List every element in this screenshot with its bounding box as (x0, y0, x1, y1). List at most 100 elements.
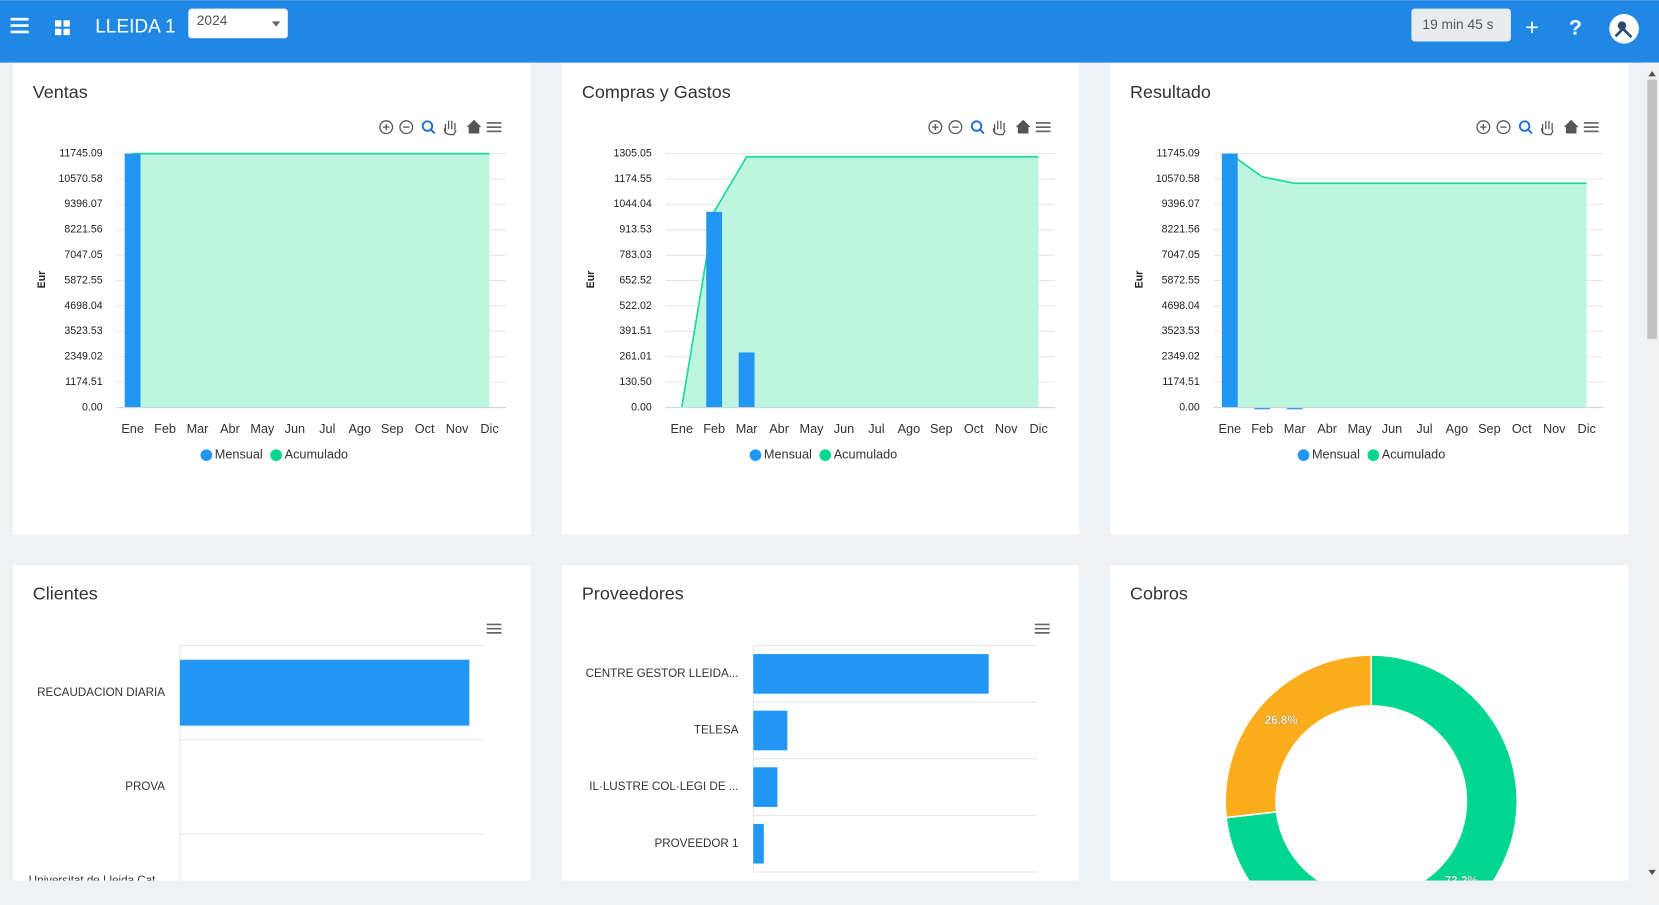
bar (1221, 153, 1238, 408)
reset[interactable] (1563, 119, 1579, 134)
legend-item[interactable]: Acumulado (1367, 448, 1446, 462)
x-tick-label: Mar (187, 422, 210, 436)
pan[interactable] (1540, 120, 1554, 136)
x-tick-label: Mar (736, 422, 759, 436)
area-line (1229, 152, 1587, 185)
scrollbar-thumb[interactable] (1647, 79, 1657, 339)
chart-menu[interactable] (486, 623, 502, 634)
chart-menu[interactable] (1583, 122, 1599, 133)
y-tick-label: 4698.04 (64, 300, 102, 312)
help-button[interactable]: ? (1569, 16, 1582, 39)
zoom-out[interactable] (399, 120, 414, 135)
bar (753, 823, 764, 864)
apps-button[interactable] (55, 20, 70, 36)
selection-zoom[interactable] (970, 120, 985, 135)
zoom-in[interactable] (1476, 120, 1491, 135)
chart-card: Cobros 73.2% 26.8% (1109, 565, 1629, 905)
x-tick-label: Nov (995, 422, 1018, 436)
avatar[interactable] (1609, 13, 1639, 44)
zoom-in[interactable] (928, 120, 943, 135)
x-tick-label: Abr (1317, 422, 1338, 436)
legend-marker (1297, 449, 1310, 461)
icon (932, 123, 939, 131)
pan[interactable] (992, 120, 1006, 136)
category-label: PROVA (125, 780, 165, 793)
selection-zoom[interactable] (421, 120, 436, 135)
zoom-in[interactable] (379, 120, 394, 135)
pan[interactable] (443, 120, 457, 136)
x-tick-label: Mar (1284, 422, 1307, 436)
data-label: 73.2% (1445, 875, 1479, 888)
icon (1527, 128, 1533, 135)
menu-button[interactable] (10, 17, 29, 34)
x-tick-label: Nov (1543, 422, 1566, 436)
icon (379, 120, 394, 135)
card-background (12, 565, 532, 881)
icon (1480, 123, 1487, 131)
add-button[interactable]: + (1525, 14, 1539, 40)
legend-item[interactable]: Mensual (749, 448, 812, 462)
scroll-down[interactable] (1648, 869, 1656, 876)
icon (928, 120, 943, 135)
area-fill (132, 153, 490, 408)
x-tick-label: Sep (1478, 422, 1501, 436)
selection-zoom[interactable] (1518, 120, 1533, 135)
bar (738, 352, 755, 408)
y-tick-label: 0.00 (1179, 401, 1200, 413)
x-tick-label: Ene (121, 422, 144, 436)
y-tick-label: 3523.53 (1162, 325, 1200, 337)
legend-label: Acumulado (285, 448, 348, 462)
x-tick-label: Dic (1029, 422, 1048, 436)
x-tick-label: Oct (1512, 422, 1532, 436)
reset[interactable] (466, 119, 482, 134)
zoom-out[interactable] (948, 120, 963, 135)
legend-item[interactable]: Acumulado (819, 448, 897, 462)
legend-item[interactable]: Acumulado (270, 448, 348, 462)
year-select[interactable]: 2024 (188, 8, 288, 39)
icon (466, 119, 482, 134)
y-tick-label: 1174.55 (614, 173, 652, 185)
x-tick-label: Dic (480, 422, 499, 436)
y-tick-label: 652.52 (619, 274, 651, 286)
y-tick-label: 8221.56 (64, 224, 102, 236)
chart-menu[interactable] (486, 122, 502, 133)
x-tick-label: Ago (898, 422, 921, 436)
chart-menu[interactable] (1034, 623, 1050, 634)
legend-item[interactable]: Mensual (200, 448, 263, 462)
icon (948, 120, 963, 135)
y-tick-label: 11745.09 (59, 147, 102, 159)
chart-menu[interactable] (1035, 122, 1051, 133)
chart-card: Compras y Gastos 0.00 130.50 261.01 391.51 52… (561, 63, 1080, 535)
company-name: LLEIDA 1 (95, 17, 175, 38)
area-fill (1229, 153, 1587, 408)
y-tick-label: 913.53 (619, 224, 651, 236)
y-tick-label: 10570.58 (1156, 173, 1200, 185)
category-label: IL·LUSTRE COL·LEGI DE ... (589, 780, 738, 793)
area-fill (681, 156, 1039, 408)
category-label: Universitat de Lleida Cat... (29, 874, 165, 887)
y-tick-label: 1174.51 (1162, 376, 1200, 388)
y-tick-label: 5872.55 (64, 274, 102, 286)
chart-card: Clientes RECAUDACION DIARIA PROVA Universit… (12, 565, 532, 887)
bar (179, 659, 470, 726)
bar (753, 767, 778, 807)
y-tick-label: 4698.04 (1162, 300, 1200, 312)
x-tick-label: Abr (769, 422, 790, 436)
legend-marker (819, 449, 832, 461)
reset[interactable] (1015, 119, 1031, 134)
session-timer[interactable]: 19 min 45 s (1411, 8, 1511, 42)
icon (1540, 120, 1554, 136)
y-tick-label: 2349.02 (64, 351, 102, 363)
zoom-out[interactable] (1496, 120, 1511, 135)
x-tick-label: Nov (446, 422, 469, 436)
x-tick-label: May (250, 422, 275, 436)
donut-slice[interactable] (1224, 654, 1373, 819)
legend-item[interactable]: Mensual (1297, 448, 1360, 462)
x-tick-label: Jun (285, 422, 305, 436)
donut-slice[interactable] (1225, 654, 1519, 905)
x-tick-label: May (800, 422, 825, 436)
scroll-up[interactable] (1648, 71, 1656, 77)
icon (1496, 120, 1511, 135)
x-tick-label: Jun (834, 422, 854, 436)
